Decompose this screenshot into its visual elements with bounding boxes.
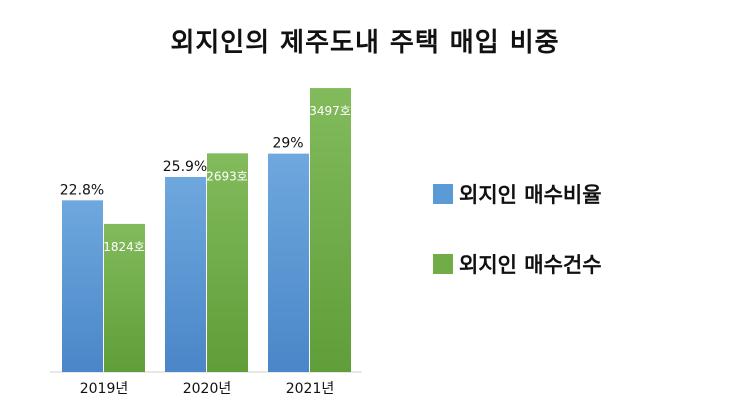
bar-ratio-2 — [165, 176, 206, 372]
legend-swatch-count — [433, 254, 453, 274]
data-label-count-3: 3497호 — [309, 104, 351, 118]
data-label-ratio-3: 29% — [272, 136, 303, 152]
data-label-count-2: 2693호 — [206, 169, 248, 183]
x-tick-label-2: 2020년 — [183, 381, 232, 397]
legend-item-count: 외지인 매수건수 — [433, 248, 602, 280]
bar-count-3 — [310, 88, 351, 372]
x-tick-label-1: 2019년 — [80, 381, 129, 397]
legend-label-ratio: 외지인 매수비율 — [459, 183, 602, 207]
chart-title: 외지인의 제주도내 주택 매입 비중 — [170, 28, 560, 58]
legend-item-ratio: 외지인 매수비율 — [433, 178, 602, 210]
legend-label-count: 외지인 매수건수 — [459, 253, 602, 277]
data-label-ratio-2: 25.9% — [163, 159, 207, 175]
bar-ratio-1 — [62, 200, 103, 372]
bar-count-1 — [104, 223, 145, 372]
legend-swatch-ratio — [433, 184, 453, 204]
legend: 외지인 매수비율 외지인 매수건수 — [433, 178, 602, 318]
bar-count-2 — [207, 153, 248, 372]
data-label-count-1: 1824호 — [103, 240, 145, 254]
bar-ratio-3 — [268, 153, 309, 372]
x-tick-label-3: 2021년 — [286, 381, 335, 397]
data-label-ratio-1: 22.8% — [60, 182, 104, 198]
